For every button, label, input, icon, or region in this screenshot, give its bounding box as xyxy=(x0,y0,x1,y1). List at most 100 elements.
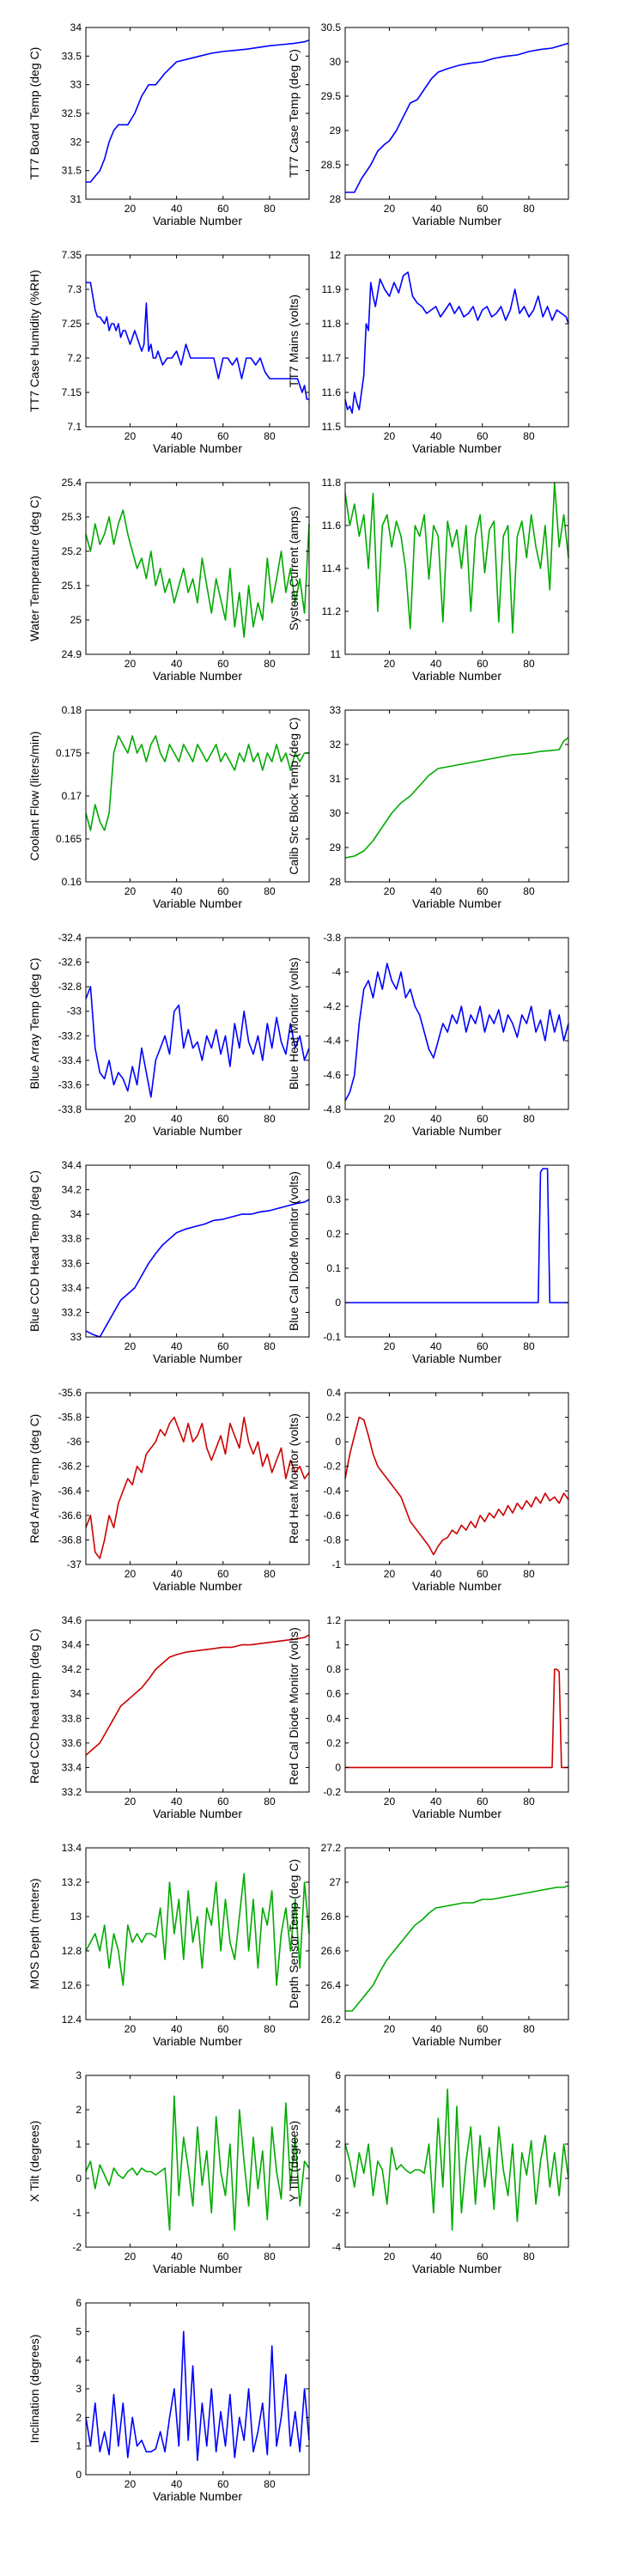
x-axis-label: Variable Number xyxy=(412,1807,501,1820)
series-line xyxy=(344,1416,569,1556)
chart-board-temp: 20 40 60 80 31 31.5 32 32.5 33 33.5 34 Variable Num… xyxy=(27,21,310,228)
chart-system-current: 20 40 60 80 11 11.2 11.4 11.6 11.8 Variable Numbe… xyxy=(287,477,569,683)
chart-red-heat-monitor: 20 40 60 80 -1 -0.8 -0.6 -0.4 -0.2 0 0.2 0.4 Variabl… xyxy=(287,1387,569,1593)
chart-y-tilt: 20 40 60 80 -4 -2 0 2 4 6 Variable Number Y Tilt (d… xyxy=(287,2069,569,2275)
x-tick-label: 40 xyxy=(430,1340,442,1352)
y-tick-label: 33.4 xyxy=(62,1761,82,1773)
plot-frame xyxy=(344,937,569,1110)
plot-frame xyxy=(85,27,310,200)
y-axis-label: TT7 Mains (volts) xyxy=(287,295,301,387)
y-tick-label: -2 xyxy=(72,2241,82,2253)
y-axis-label: TT7 Case Humidity (%RH) xyxy=(27,270,41,412)
y-axis-label: Red Cal Diode Monitor (volts) xyxy=(287,1627,301,1785)
y-tick-label: 12.4 xyxy=(62,2014,82,2026)
chart-depth-sensor-temp: 20 40 60 80 26.2 26.4 26.6 26.8 27 27.2 Variable N… xyxy=(287,1842,569,2048)
x-tick-label: 20 xyxy=(125,203,137,215)
x-tick-label: 80 xyxy=(264,2023,276,2035)
y-tick-label: 0.18 xyxy=(62,704,82,716)
x-tick-label: 20 xyxy=(125,1340,137,1352)
x-tick-label: 20 xyxy=(384,2251,396,2263)
x-tick-label: 60 xyxy=(477,1795,489,1807)
y-tick-label: 0 xyxy=(335,1436,341,1448)
x-tick-label: 40 xyxy=(171,885,183,897)
y-tick-label: 11.2 xyxy=(322,605,342,617)
y-tick-label: -33 xyxy=(67,1005,82,1018)
y-tick-label: 2 xyxy=(76,2411,82,2423)
y-tick-label: 0 xyxy=(335,1761,341,1773)
chart-calib-src-block-temp: 20 40 60 80 28 29 30 31 32 33 Variable Number Calib… xyxy=(287,704,569,910)
y-tick-label: 7.35 xyxy=(62,249,82,261)
y-tick-label: -36.6 xyxy=(58,1510,82,1522)
x-axis-label: Variable Number xyxy=(412,896,501,910)
x-tick-label: 20 xyxy=(384,1113,396,1125)
x-tick-label: 40 xyxy=(430,1568,442,1580)
x-axis-label: Variable Number xyxy=(153,441,242,455)
y-tick-label: 2 xyxy=(76,2104,82,2116)
y-tick-label: 11 xyxy=(331,648,342,660)
x-tick-label: 40 xyxy=(171,1340,183,1352)
y-tick-label: -0.2 xyxy=(323,1786,341,1798)
series-line xyxy=(345,42,569,193)
y-axis-label: Depth Sensor Temp (deg C) xyxy=(287,1859,301,2008)
plot-frame xyxy=(344,1164,569,1338)
x-axis-label: Variable Number xyxy=(153,896,242,910)
y-tick-label: 12.8 xyxy=(62,1945,82,1957)
series-line xyxy=(85,1416,310,1559)
y-tick-label: 34.4 xyxy=(62,1159,82,1171)
x-tick-label: 80 xyxy=(264,1340,276,1352)
x-tick-label: 20 xyxy=(125,430,137,442)
y-tick-label: -37 xyxy=(67,1558,82,1571)
y-tick-label: 2 xyxy=(335,2138,341,2150)
y-tick-label: 0.4 xyxy=(326,1159,341,1171)
y-tick-label: 25.3 xyxy=(62,511,82,523)
x-tick-label: 20 xyxy=(125,2251,137,2263)
x-tick-label: 20 xyxy=(384,1795,396,1807)
x-axis-label: Variable Number xyxy=(412,669,501,683)
x-tick-label: 20 xyxy=(125,885,137,897)
y-tick-label: -4.8 xyxy=(323,1103,341,1115)
series-line xyxy=(345,1885,569,2012)
y-tick-label: 30 xyxy=(330,56,342,68)
x-tick-label: 20 xyxy=(384,203,396,215)
series-line xyxy=(345,1168,568,1303)
y-tick-label: 26.2 xyxy=(321,2014,342,2026)
y-tick-label: 32.5 xyxy=(62,107,82,119)
y-tick-label: 0 xyxy=(76,2469,82,2481)
y-tick-label: -35.8 xyxy=(58,1412,82,1424)
y-tick-label: -32.4 xyxy=(58,932,82,944)
y-tick-label: 4 xyxy=(335,2104,341,2116)
series-line xyxy=(344,271,569,414)
y-tick-label: 13.2 xyxy=(62,1876,82,1888)
y-axis-label: Red CCD head temp (deg C) xyxy=(27,1629,41,1784)
x-axis-label: Variable Number xyxy=(412,1124,501,1138)
y-tick-label: 33.6 xyxy=(62,1737,82,1749)
chart-mos-depth: 20 40 60 80 12.4 12.6 12.8 13 13.2 13.4 Variable N… xyxy=(27,1842,310,2048)
x-tick-label: 60 xyxy=(477,1113,489,1125)
y-tick-label: 0.2 xyxy=(326,1228,341,1240)
y-tick-label: 0.1 xyxy=(326,1262,341,1274)
x-tick-label: 80 xyxy=(523,1340,535,1352)
y-axis-label: TT7 Board Temp (deg C) xyxy=(27,47,41,180)
series-line xyxy=(85,735,309,831)
y-tick-label: -0.4 xyxy=(323,1485,341,1497)
y-tick-label: 31 xyxy=(70,193,82,205)
y-tick-label: 33 xyxy=(70,1331,82,1343)
x-tick-label: 60 xyxy=(217,430,229,442)
x-tick-label: 40 xyxy=(171,658,183,670)
y-tick-label: 7.1 xyxy=(67,421,82,433)
y-axis-label: Red Heat Monitor (volts) xyxy=(287,1413,301,1544)
y-tick-label: -36.2 xyxy=(58,1461,82,1473)
chart-blue-cal-diode-monitor: 20 40 60 80 -0.1 0 0.1 0.2 0.3 0.4 Variable Number… xyxy=(287,1159,569,1365)
x-tick-label: 20 xyxy=(384,2023,396,2035)
y-tick-label: 28 xyxy=(330,193,342,205)
y-axis-label: Water Temperature (deg C) xyxy=(27,495,41,641)
y-tick-label: 7.2 xyxy=(67,352,82,364)
y-tick-label: 0.6 xyxy=(326,1688,341,1700)
chart-inclination: 20 40 60 80 0 1 2 3 4 5 6 Variable Number Inclinatio… xyxy=(27,2297,310,2503)
plot-frame xyxy=(344,254,569,428)
chart-case-temp: 20 40 60 80 28 28.5 29 29.5 30 30.5 Variable Numbe… xyxy=(287,21,569,228)
chart-red-array-temp: 20 40 60 80 -37 -36.8 -36.6 -36.4 -36.2 -36 -35.8 -… xyxy=(27,1387,310,1593)
y-tick-label: -4 xyxy=(331,2241,341,2253)
y-tick-label: 30.5 xyxy=(321,21,342,33)
